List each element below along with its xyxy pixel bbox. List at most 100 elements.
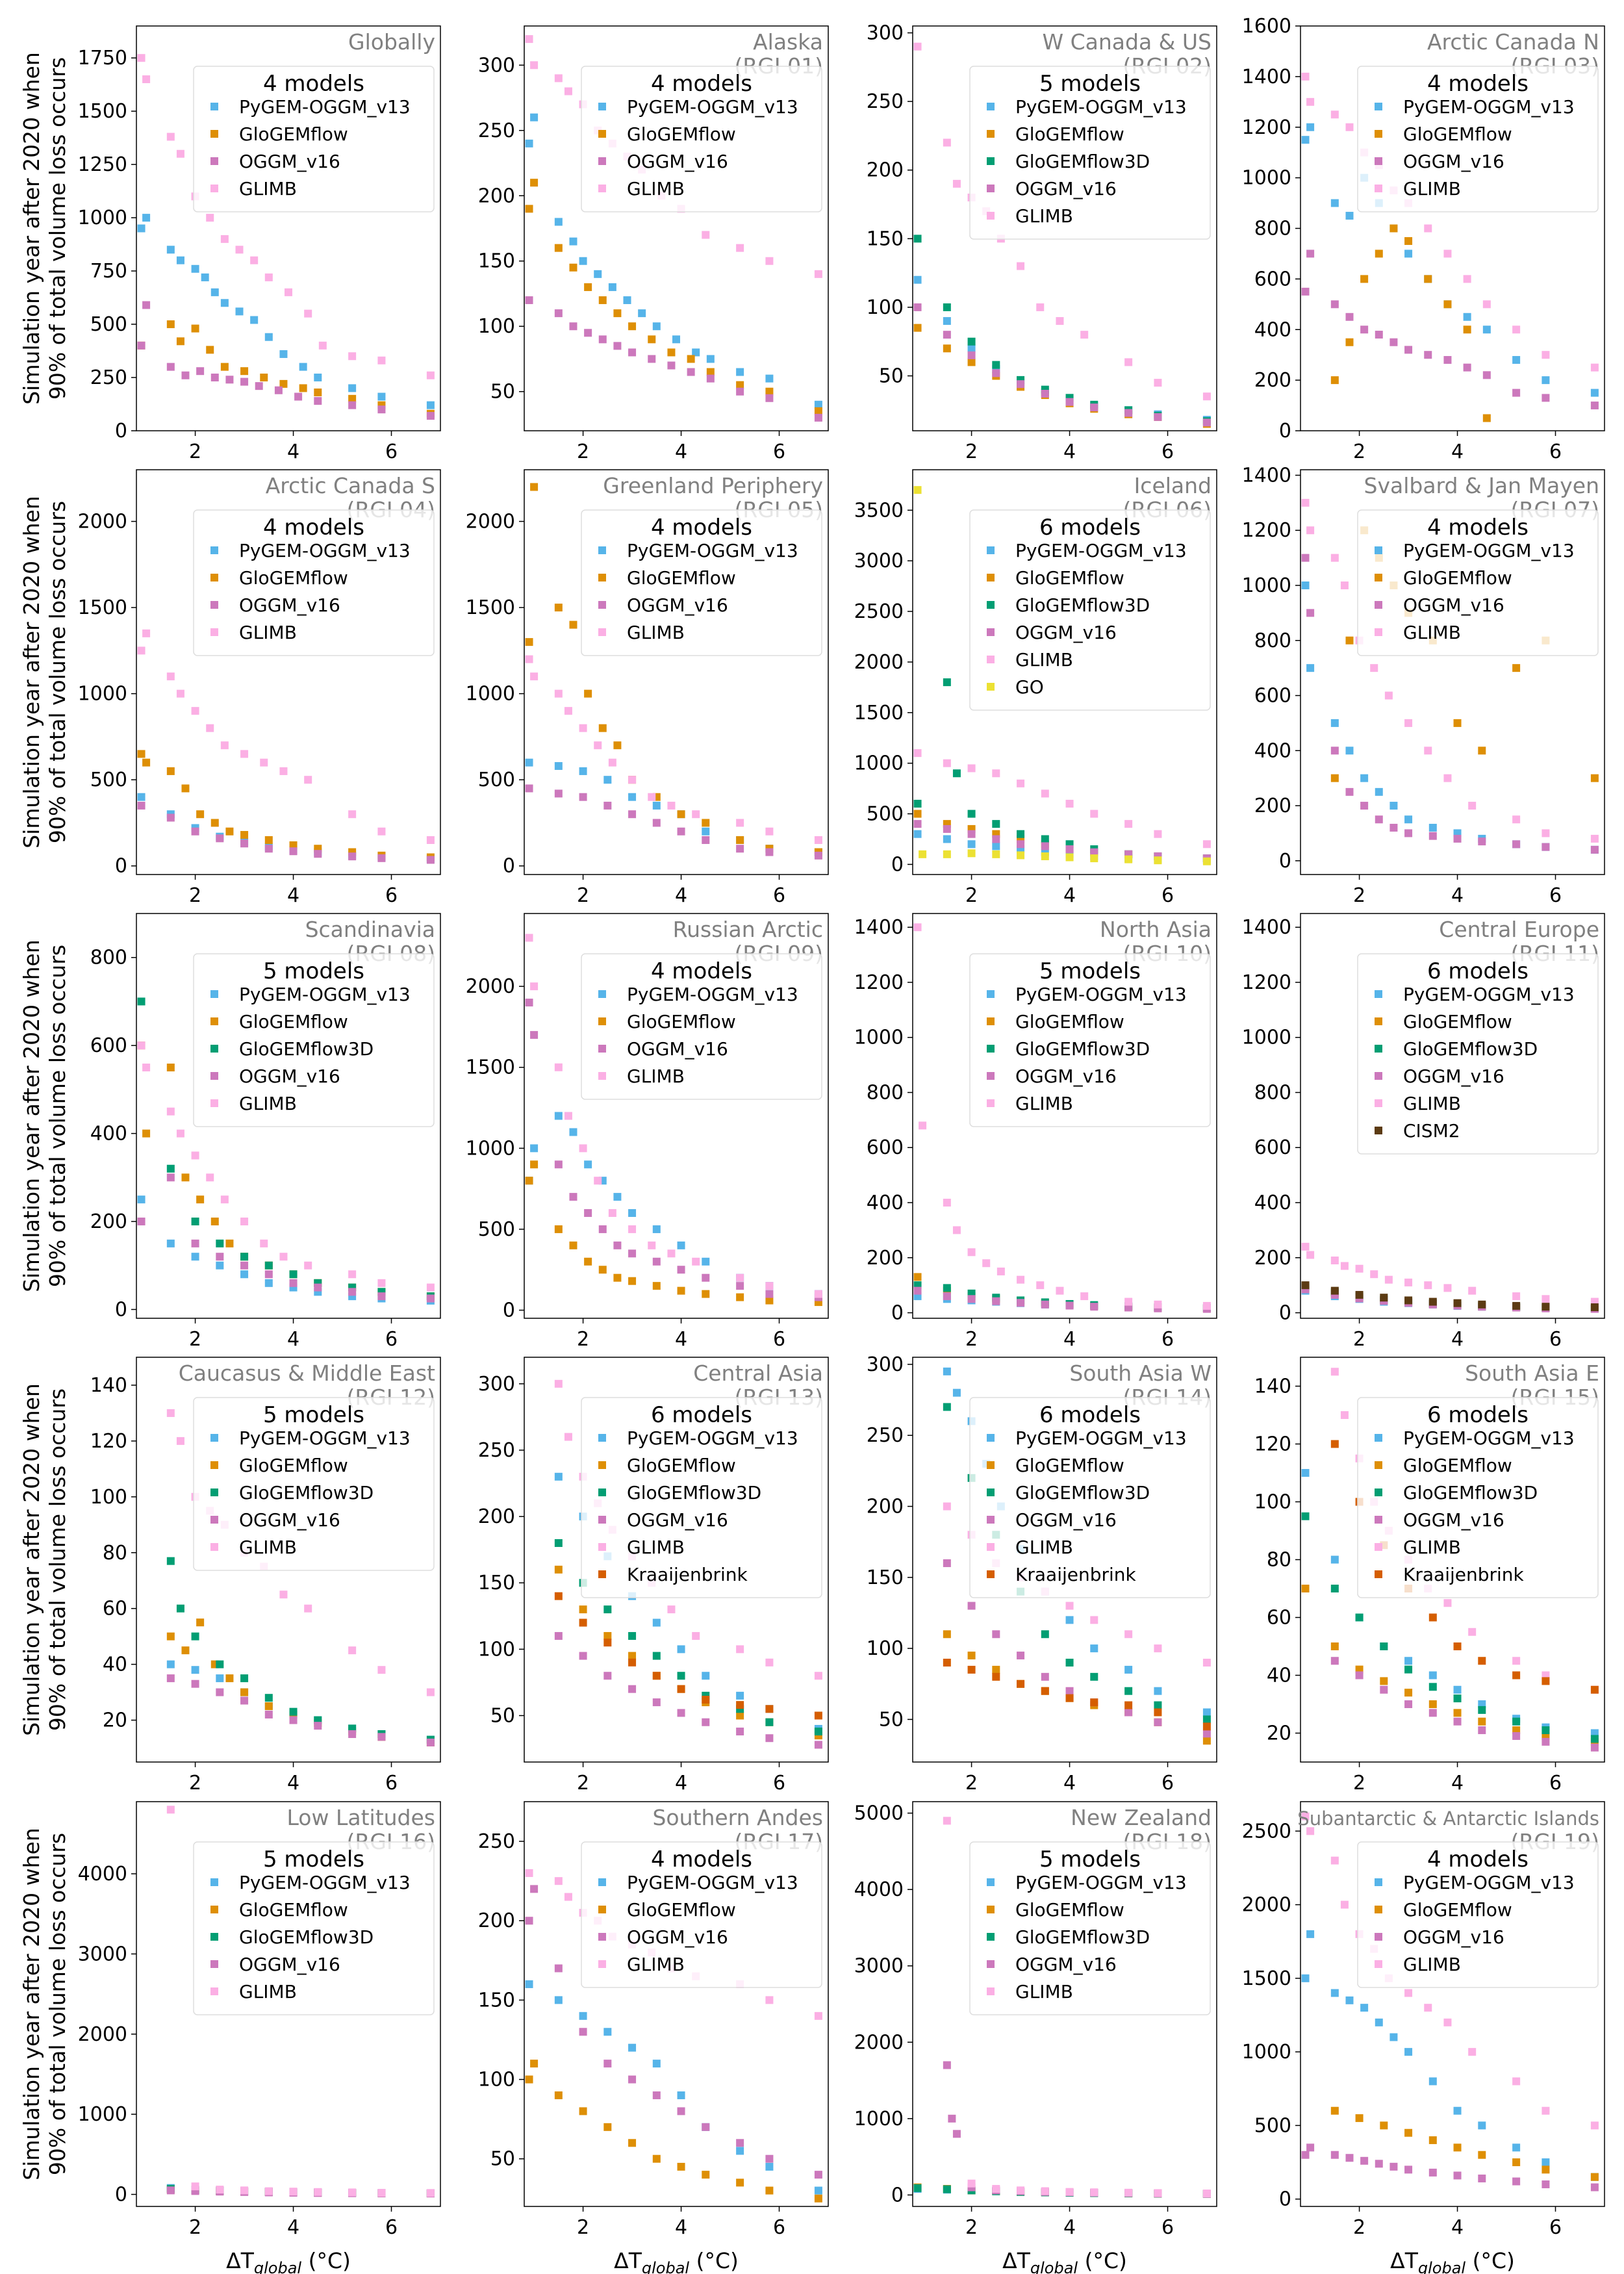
- point-glogemflow: [191, 324, 199, 333]
- legend-label: OGGM_v16: [1015, 1066, 1117, 1087]
- y-tick-label: 1000: [854, 2108, 904, 2130]
- point-cism2: [1512, 1301, 1521, 1310]
- point-pygem-oggm-v13: [554, 1472, 563, 1481]
- point-glogemflow: [264, 836, 273, 844]
- point-glimb: [137, 54, 146, 62]
- y-tick-label: 1200: [1242, 971, 1291, 994]
- legend-marker: [598, 1570, 606, 1578]
- point-go: [943, 850, 951, 858]
- y-tick-label: 600: [1254, 685, 1291, 708]
- y-axis-label-line1: Simulation year after 2020 when: [19, 52, 44, 405]
- point-glogemflow: [525, 205, 533, 213]
- point-oggm-v16: [191, 1680, 199, 1688]
- point-glimb: [137, 646, 146, 655]
- y-tick-label: 250: [478, 1830, 515, 1853]
- point-kraaijenbrink: [1478, 1657, 1486, 1665]
- point-glimb: [1017, 779, 1025, 787]
- point-glogemflow: [554, 604, 563, 612]
- y-tick-label: 5000: [854, 1802, 904, 1825]
- legend-label: GLIMB: [627, 1537, 685, 1558]
- point-oggm-v16: [992, 369, 1000, 377]
- point-glimb: [1301, 1242, 1310, 1251]
- legend-title: 5 models: [263, 1402, 364, 1428]
- point-pygem-oggm-v13: [554, 1112, 563, 1120]
- point-pygem-oggm-v13: [1301, 1974, 1310, 1982]
- x-tick-label: 6: [1549, 441, 1562, 463]
- point-glimb: [1404, 1278, 1413, 1286]
- point-glimb: [191, 1151, 199, 1160]
- y-tick-label: 0: [503, 855, 515, 878]
- point-glimb: [1202, 1658, 1211, 1667]
- point-pygem-oggm-v13: [1389, 2033, 1398, 2041]
- point-kraaijenbrink: [765, 1705, 774, 1713]
- point-glimb: [594, 741, 602, 750]
- legend-label: OGGM_v16: [627, 1926, 728, 1948]
- legend-marker: [598, 1516, 606, 1524]
- point-pygem-oggm-v13: [1453, 2106, 1462, 2115]
- legend-label: GLIMB: [627, 1954, 685, 1975]
- point-pygem-oggm-v13: [142, 214, 151, 222]
- point-glogemflow: [652, 1282, 661, 1290]
- legend-label: OGGM_v16: [627, 1509, 728, 1531]
- point-oggm-v16: [677, 827, 685, 836]
- point-kraaijenbrink: [579, 1618, 587, 1627]
- point-oggm-v16: [1375, 331, 1383, 339]
- point-glimb: [1056, 317, 1064, 326]
- point-oggm-v16: [943, 1559, 951, 1567]
- y-tick-label: 1200: [854, 971, 904, 994]
- legend-title: 6 models: [1039, 515, 1141, 541]
- point-glimb: [1512, 815, 1521, 824]
- point-glogemflow: [765, 1296, 774, 1305]
- point-glimb: [304, 1261, 312, 1270]
- y-tick-label: 1500: [854, 702, 904, 724]
- legend-marker: [1375, 546, 1382, 554]
- point-oggm-v16: [1041, 1672, 1049, 1681]
- point-oggm-v16: [1380, 1685, 1388, 1694]
- point-oggm-v16: [377, 405, 386, 414]
- point-glogemflow: [314, 388, 322, 396]
- point-glimb: [1056, 1286, 1064, 1295]
- point-pygem-oggm-v13: [1590, 389, 1599, 397]
- point-glogemflow: [736, 836, 744, 844]
- point-glogemflow: [736, 381, 744, 389]
- point-oggm-v16: [142, 301, 151, 309]
- point-glogemflow: [967, 1652, 976, 1660]
- x-tick-label: 2: [577, 441, 589, 463]
- data-points: [913, 1817, 1211, 2198]
- point-pygem-oggm-v13: [603, 776, 612, 784]
- point-glimb: [1340, 1900, 1349, 1909]
- point-glogemflow3d: [176, 1604, 184, 1613]
- point-glimb: [1330, 1856, 1339, 1865]
- legend-marker: [987, 1987, 995, 1995]
- y-axis-label-line2: 90% of total volume loss occurs: [45, 945, 70, 1287]
- y-tick-label: 750: [90, 260, 127, 283]
- panel-title: Caucasus & Middle East: [179, 1361, 435, 1386]
- x-tick-label: 6: [773, 2216, 785, 2239]
- point-kraaijenbrink: [1065, 1694, 1074, 1702]
- point-oggm-v16: [525, 784, 533, 793]
- point-glogemflow: [943, 344, 951, 353]
- point-glogemflow3d: [554, 1539, 563, 1547]
- point-oggm-v16: [943, 331, 951, 339]
- point-glimb: [1124, 358, 1133, 366]
- point-oggm-v16: [191, 1239, 199, 1247]
- legend-title: 4 models: [1427, 71, 1529, 97]
- point-pygem-oggm-v13: [579, 2012, 587, 2020]
- point-glimb: [1542, 829, 1550, 837]
- point-glogemflow: [569, 263, 577, 272]
- y-tick-label: 3000: [854, 550, 904, 572]
- point-glogemflow: [943, 1630, 951, 1639]
- y-tick-label: 1600: [1242, 15, 1291, 38]
- point-oggm-v16: [1428, 1709, 1437, 1717]
- point-glogemflow: [1360, 275, 1369, 283]
- point-oggm-v16: [525, 296, 533, 305]
- point-glogemflow: [206, 346, 214, 354]
- point-glimb: [579, 1144, 587, 1153]
- point-glimb: [814, 2012, 822, 2020]
- point-glogemflow: [1424, 275, 1432, 283]
- y-tick-label: 1500: [78, 596, 127, 619]
- point-glogemflow3d: [943, 1284, 951, 1292]
